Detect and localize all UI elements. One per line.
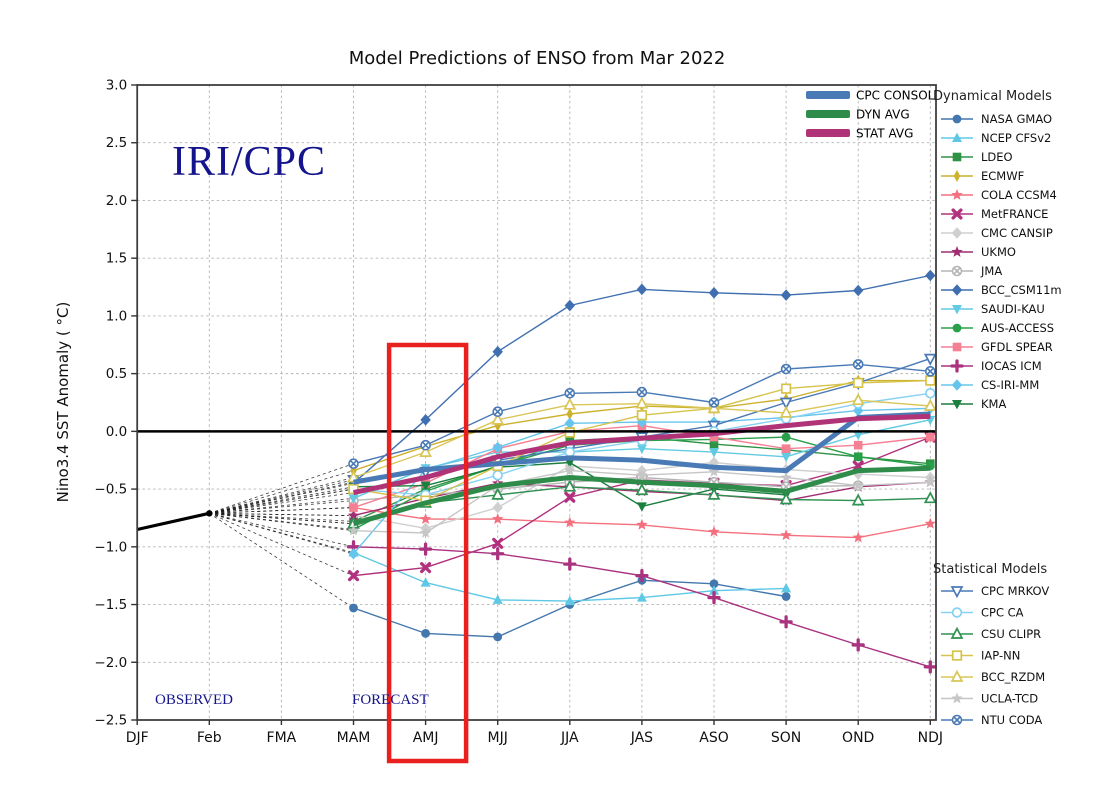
legend-statistical: Statistical Models CPC MRKOV CPC CA CSU CLI… <box>933 562 1049 727</box>
x-tick-OND: OND <box>842 730 874 746</box>
legend-dynamical-header: Dynamical Models <box>933 89 1052 104</box>
legend-label-IOCAS ICM: IOCAS ICM <box>981 359 1042 373</box>
forecast-fan <box>209 463 354 609</box>
legend-label-NCEP CFSv2: NCEP CFSv2 <box>981 131 1051 145</box>
y-tick: 1.5 <box>106 251 127 267</box>
legend-label-IAP-NN: IAP-NN <box>981 649 1020 663</box>
y-tick: 0.0 <box>106 424 127 440</box>
series-NTU CODA <box>348 359 936 469</box>
x-tick-JAS: JAS <box>630 730 653 746</box>
legend-label-STAT AVG: STAT AVG <box>856 127 913 141</box>
grid <box>137 85 936 720</box>
x-tick-SON: SON <box>771 730 801 746</box>
legend-summary: CPC CONSOL DYN AVG STAT AVG <box>806 89 935 141</box>
x-tick-NDJ: NDJ <box>918 730 943 746</box>
axes: DJF Feb FMA MAM AMJ MJJ JJA JAS ASO SON OND NDJ 3.0 2… <box>54 78 943 747</box>
legend-label-JMA: JMA <box>980 264 1002 278</box>
legend-label-NASA GMAO: NASA GMAO <box>981 112 1052 126</box>
x-tick-Feb: Feb <box>197 730 222 746</box>
legend-label-UCLA-TCD: UCLA-TCD <box>981 692 1038 706</box>
legend-dynamical: Dynamical Models NASA GMAO NCEP CFSv2 LDEO E… <box>933 89 1062 411</box>
legend-label-CPC CA: CPC CA <box>981 606 1024 620</box>
legend-label-CPC CONSOL: CPC CONSOL <box>856 89 935 103</box>
legend-statistical-header: Statistical Models <box>933 562 1047 577</box>
summary-series <box>352 411 931 527</box>
x-tick-FMA: FMA <box>267 730 297 746</box>
legend-label-UKMO: UKMO <box>981 245 1016 259</box>
x-tick-MJJ: MJJ <box>488 730 508 746</box>
x-tick-MAM: MAM <box>337 730 371 746</box>
y-tick: −2.0 <box>94 655 127 671</box>
legend-label-NTU CODA: NTU CODA <box>981 713 1042 727</box>
legend-label-COLA CCSM4: COLA CCSM4 <box>981 188 1057 202</box>
series-DYN AVG <box>352 465 931 527</box>
y-tick: 0.5 <box>106 366 127 382</box>
x-tick-ASO: ASO <box>699 730 728 746</box>
series-CPC CONSOL <box>353 411 931 485</box>
y-tick: −1.0 <box>94 539 127 555</box>
y-tick: 2.0 <box>106 193 127 209</box>
observed-line <box>136 510 213 532</box>
y-tick: 2.5 <box>106 135 127 151</box>
legend-label-CS-IRI-MM: CS-IRI-MM <box>981 378 1039 392</box>
y-tick: 1.0 <box>106 308 127 324</box>
legend-label-ECMWF: ECMWF <box>981 169 1024 183</box>
x-tick-JJA: JJA <box>560 730 579 746</box>
y-tick: −1.5 <box>94 597 127 613</box>
legend-label-DYN AVG: DYN AVG <box>856 108 910 122</box>
series-IOCAS ICM <box>346 540 937 674</box>
y-tick: −0.5 <box>94 482 127 498</box>
y-axis-label: Nino3.4 SST Anomaly ( °C) <box>54 302 72 503</box>
series-NCEP CFSv2 <box>348 547 792 606</box>
legend-label-CPC MRKOV: CPC MRKOV <box>981 584 1049 598</box>
series-BCC_CSM11m <box>348 269 936 490</box>
legend-label-BCC_CSM11m: BCC_CSM11m <box>981 283 1062 297</box>
legend-label-GFDL SPEAR: GFDL SPEAR <box>981 340 1053 354</box>
highlight-box-amj <box>386 342 469 764</box>
legend-label-KMA: KMA <box>981 397 1006 411</box>
y-tick: 3.0 <box>106 78 127 94</box>
x-tick-AMJ: AMJ <box>413 730 439 746</box>
legend-label-MetFRANCE: MetFRANCE <box>981 207 1048 221</box>
x-tick-DJF: DJF <box>126 730 149 746</box>
legend-label-SAUDI-KAU: SAUDI-KAU <box>981 302 1045 316</box>
y-tick: −2.5 <box>94 713 127 729</box>
legend-label-AUS-ACCESS: AUS-ACCESS <box>981 321 1054 335</box>
legend-label-CSU CLIPR: CSU CLIPR <box>981 627 1041 641</box>
legend-label-BCC_RZDM: BCC_RZDM <box>981 670 1045 684</box>
legend-label-LDEO: LDEO <box>981 150 1013 164</box>
series-STAT AVG <box>352 413 931 496</box>
series-UCLA-TCD <box>347 464 937 538</box>
legend-label-CMC CANSIP: CMC CANSIP <box>981 226 1053 240</box>
